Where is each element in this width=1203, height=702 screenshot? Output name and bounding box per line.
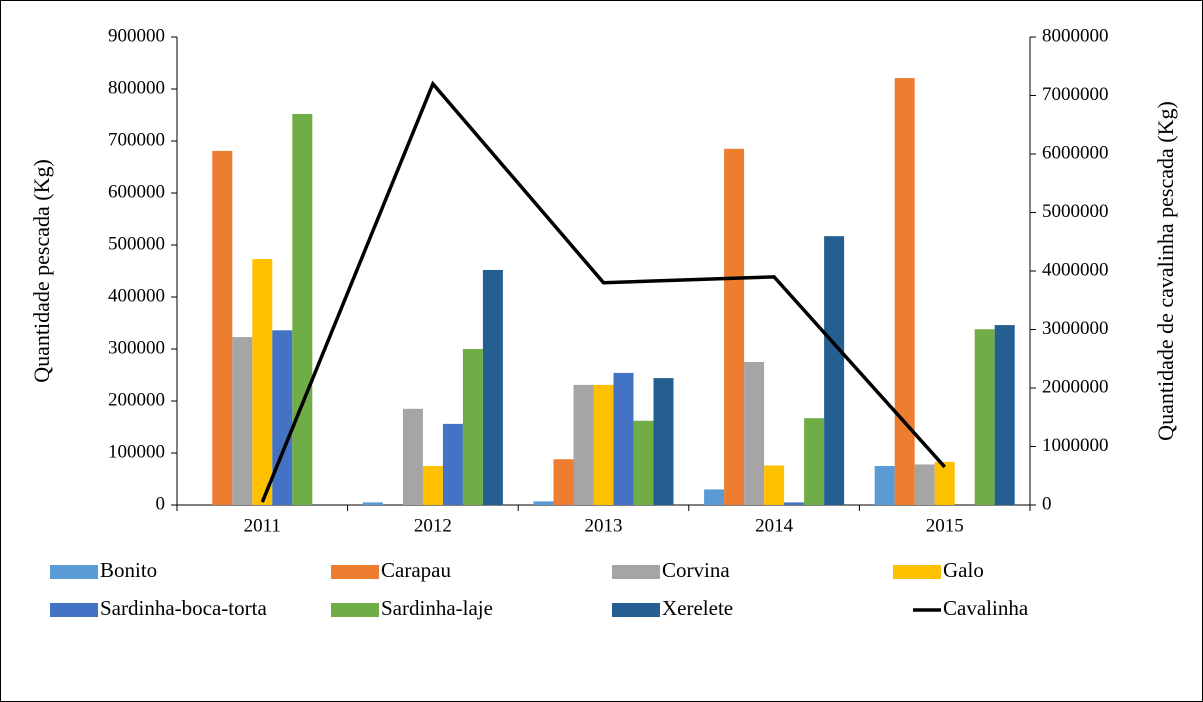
bar [633,420,654,505]
legend-label: Carapau [381,558,451,582]
x-tick-label: 2013 [585,515,623,536]
bar [232,337,253,505]
bar [824,236,845,505]
bar [553,459,574,505]
bar [764,465,785,505]
bar [653,378,674,505]
y2-axis-label: Quantidade de cavalinha pescada (Kg) [1153,101,1178,441]
legend-swatch [50,603,98,617]
legend-swatch [893,565,941,579]
y-axis-label: Quantidade pescada (Kg) [29,159,54,383]
x-tick-label: 2015 [926,515,964,536]
y2-tick-label: 5000000 [1042,201,1109,222]
legend-label: Xerelete [662,596,733,620]
bar [914,464,935,505]
y-tick-label: 700000 [108,129,165,150]
bar [593,384,614,505]
y-tick-label: 600000 [108,181,165,202]
bar [894,78,915,505]
legend-swatch [331,565,379,579]
bar [212,150,233,505]
bar [974,329,995,505]
y2-tick-label: 2000000 [1042,376,1109,397]
bar [804,418,825,505]
bar [573,384,594,505]
legend-label: Sardinha-boca-torta [100,596,267,620]
y-tick-label: 500000 [108,233,165,254]
y2-tick-label: 4000000 [1042,259,1109,280]
bar [744,362,765,505]
y-tick-label: 100000 [108,441,165,462]
legend-swatch [50,565,98,579]
legend-swatch [612,565,660,579]
y-tick-label: 400000 [108,285,165,306]
bar [422,466,443,505]
y2-tick-label: 6000000 [1042,142,1109,163]
line [260,80,947,503]
y2-tick-label: 1000000 [1042,435,1109,456]
y-tick-label: 800000 [108,77,165,98]
x-tick-label: 2011 [244,515,281,536]
legend-label: Cavalinha [943,596,1029,620]
y-tick-label: 300000 [108,337,165,358]
bar [482,269,503,505]
bar [292,113,313,506]
bar [533,501,554,505]
legend-swatch [331,603,379,617]
bar [442,423,463,505]
legend-label: Corvina [662,558,730,582]
legend-label: Galo [943,558,984,582]
bar [874,466,895,505]
legend-swatch [612,603,660,617]
x-tick-label: 2014 [755,515,794,536]
y2-tick-label: 3000000 [1042,318,1109,339]
bar [724,148,745,506]
x-tick-label: 2012 [414,515,452,536]
y-tick-label: 0 [156,493,166,514]
bar [784,502,805,505]
y2-tick-label: 7000000 [1042,84,1109,105]
y-tick-label: 200000 [108,389,165,410]
bar [252,259,273,505]
y2-tick-label: 0 [1042,493,1052,514]
legend-label: Bonito [100,558,157,582]
y2-tick-label: 8000000 [1042,25,1109,46]
bar [462,349,483,505]
bar [613,372,634,505]
bar [994,325,1015,505]
y-tick-label: 900000 [108,25,165,46]
bar [704,489,725,505]
bar [934,461,955,505]
bar [272,330,293,505]
legend-label: Sardinha-laje [381,596,493,620]
bar [362,502,383,505]
bar [402,408,423,505]
